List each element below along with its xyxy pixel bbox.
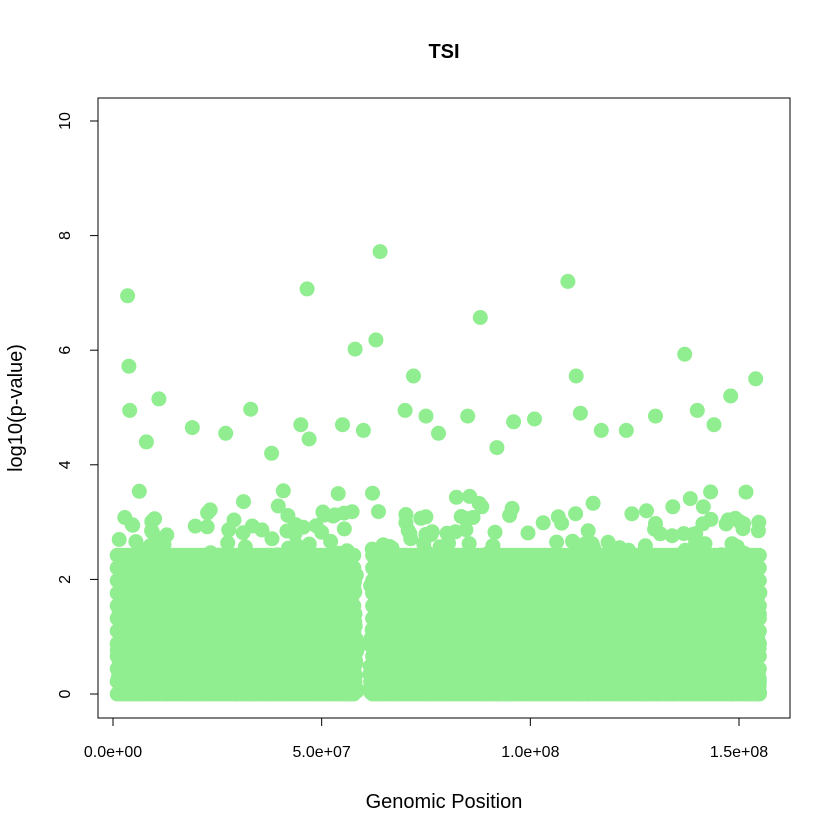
data-point — [585, 495, 601, 511]
data-point — [346, 547, 362, 563]
data-point — [371, 504, 386, 520]
data-point — [471, 496, 487, 511]
data-point — [346, 648, 362, 664]
data-point — [346, 585, 362, 601]
data-point — [336, 521, 352, 537]
data-point — [111, 532, 127, 547]
data-point — [441, 535, 456, 551]
data-point — [221, 522, 237, 538]
data-point — [346, 661, 362, 677]
data-point — [346, 623, 362, 639]
data-point — [448, 489, 464, 505]
data-point — [665, 499, 681, 515]
data-point — [346, 673, 362, 689]
data-point — [187, 518, 203, 534]
data-point — [751, 514, 767, 530]
data-point — [664, 528, 680, 544]
data-point — [346, 598, 362, 614]
data-point — [336, 505, 352, 521]
data-point — [275, 483, 291, 499]
data-point — [346, 560, 362, 576]
data-point — [453, 509, 469, 524]
data-point — [520, 525, 536, 541]
data-point — [330, 486, 346, 502]
data-point — [720, 512, 736, 528]
data-point — [220, 535, 236, 551]
data-point — [639, 503, 654, 519]
data-point — [502, 507, 518, 523]
data-point — [402, 526, 418, 542]
data-point — [264, 531, 280, 547]
data-point — [648, 516, 663, 531]
data-point — [624, 506, 640, 522]
data-point — [131, 483, 147, 499]
data-point — [549, 534, 565, 550]
data-point — [703, 484, 719, 500]
data-point — [244, 518, 260, 534]
data-point — [685, 527, 701, 542]
data-point — [424, 524, 440, 540]
data-point — [199, 519, 215, 535]
data-point — [270, 498, 286, 514]
data-point — [144, 524, 160, 540]
data-point — [416, 536, 432, 552]
data-point — [365, 485, 380, 501]
data-point — [487, 524, 503, 540]
data-point — [346, 686, 362, 702]
data-point — [550, 509, 566, 525]
data-point — [202, 502, 218, 518]
data-point — [236, 494, 251, 510]
data-point — [682, 491, 698, 507]
data-point — [124, 517, 140, 533]
data-point — [735, 521, 751, 537]
data-point — [346, 610, 362, 626]
data-point — [147, 511, 163, 527]
data-point — [695, 499, 711, 515]
data-point — [295, 519, 311, 535]
data-point — [577, 536, 593, 552]
data-point — [565, 533, 580, 549]
data-point — [600, 534, 616, 550]
data-point — [447, 524, 463, 540]
chart-title: TSI — [428, 41, 459, 63]
data-point — [323, 533, 339, 549]
data-point — [568, 506, 584, 522]
data-point — [461, 536, 477, 552]
data-point — [535, 515, 551, 531]
data-point — [738, 484, 754, 500]
data-point — [346, 573, 362, 588]
data-point — [418, 509, 434, 525]
data-point — [314, 524, 330, 540]
data-point — [580, 523, 596, 539]
data-point — [346, 636, 362, 652]
data-point — [316, 507, 332, 523]
points-layer — [109, 244, 768, 702]
